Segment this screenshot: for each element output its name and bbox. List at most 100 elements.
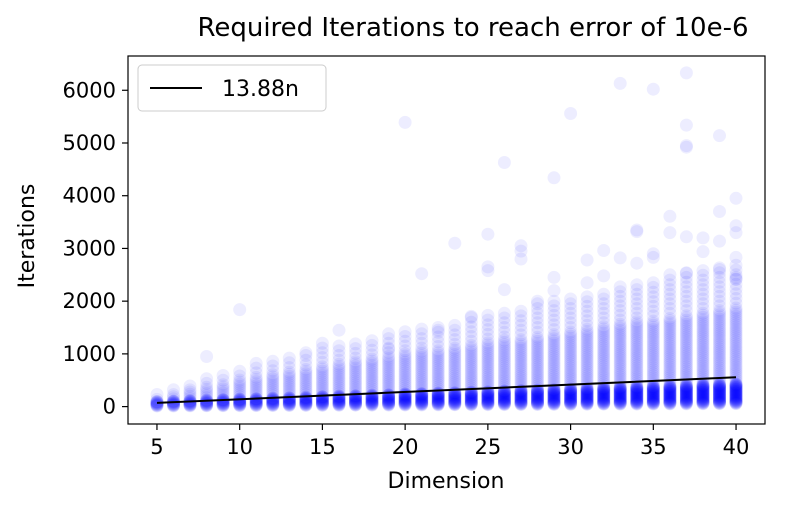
data-point bbox=[531, 330, 544, 344]
data-point bbox=[663, 391, 677, 405]
data-point bbox=[663, 335, 677, 349]
data-point bbox=[547, 393, 561, 407]
data-point bbox=[249, 396, 263, 410]
data-point bbox=[646, 390, 660, 404]
data-point bbox=[464, 389, 478, 402]
data-point bbox=[464, 394, 478, 408]
data-point bbox=[382, 398, 396, 412]
outlier-point bbox=[630, 223, 644, 237]
data-point bbox=[646, 393, 660, 407]
data-point bbox=[597, 387, 611, 401]
data-point bbox=[497, 387, 511, 401]
data-point bbox=[630, 297, 644, 311]
data-point bbox=[613, 388, 627, 402]
data-point bbox=[679, 351, 693, 365]
data-point bbox=[679, 347, 693, 361]
data-point bbox=[448, 390, 462, 404]
data-point bbox=[216, 398, 230, 412]
data-point bbox=[216, 382, 230, 396]
legend: 13.88n bbox=[137, 64, 327, 112]
data-point bbox=[448, 388, 462, 402]
data-point bbox=[729, 350, 743, 363]
data-point bbox=[613, 391, 627, 405]
data-point bbox=[200, 385, 214, 398]
data-point bbox=[696, 278, 710, 292]
data-point bbox=[547, 334, 561, 348]
data-point bbox=[531, 387, 544, 401]
data-point bbox=[464, 396, 478, 410]
data-point bbox=[448, 333, 462, 347]
outlier-point bbox=[729, 191, 743, 205]
data-point bbox=[547, 308, 561, 322]
data-point bbox=[464, 330, 478, 343]
data-point bbox=[365, 398, 379, 412]
data-point bbox=[531, 341, 544, 355]
data-point bbox=[531, 343, 544, 357]
data-point bbox=[713, 388, 726, 402]
data-point bbox=[646, 361, 660, 374]
outlier-point bbox=[613, 76, 627, 90]
data-point bbox=[464, 341, 478, 355]
data-point bbox=[630, 342, 644, 356]
data-point bbox=[713, 354, 726, 368]
data-point bbox=[646, 316, 660, 330]
data-point bbox=[365, 361, 379, 374]
data-point bbox=[415, 359, 429, 373]
data-point bbox=[431, 352, 445, 366]
data-point bbox=[696, 388, 710, 402]
data-point bbox=[564, 384, 578, 398]
data-point bbox=[713, 388, 726, 402]
data-point bbox=[547, 396, 561, 410]
data-point bbox=[431, 361, 445, 375]
data-point bbox=[597, 389, 611, 403]
data-point bbox=[713, 369, 726, 383]
data-point bbox=[448, 392, 462, 406]
data-point bbox=[398, 390, 412, 404]
data-point bbox=[547, 313, 561, 327]
data-point bbox=[597, 386, 611, 400]
data-point bbox=[398, 395, 412, 409]
data-point bbox=[679, 391, 693, 405]
data-point bbox=[646, 342, 660, 355]
data-point bbox=[315, 341, 329, 355]
data-point bbox=[679, 270, 693, 284]
data-point bbox=[398, 387, 412, 401]
data-point bbox=[365, 393, 379, 407]
data-point bbox=[729, 382, 743, 396]
data-point bbox=[580, 394, 594, 408]
data-point bbox=[663, 381, 677, 395]
data-point bbox=[497, 359, 511, 373]
data-point bbox=[646, 337, 660, 351]
data-point bbox=[315, 398, 329, 412]
data-point bbox=[167, 396, 180, 410]
data-point bbox=[729, 386, 743, 400]
data-point bbox=[233, 379, 247, 393]
data-point bbox=[679, 384, 693, 398]
data-point bbox=[679, 341, 693, 354]
data-point bbox=[630, 376, 644, 390]
data-point bbox=[481, 390, 495, 404]
data-point bbox=[630, 395, 644, 408]
data-point bbox=[613, 394, 627, 408]
outlier-point bbox=[630, 256, 644, 270]
data-point bbox=[183, 396, 197, 410]
data-point bbox=[382, 381, 396, 395]
data-point bbox=[597, 384, 611, 398]
data-point bbox=[564, 389, 578, 403]
data-point bbox=[679, 390, 693, 404]
data-point bbox=[448, 364, 462, 378]
data-point bbox=[713, 280, 726, 294]
outlier-point bbox=[729, 250, 743, 264]
data-point bbox=[349, 346, 362, 360]
data-point bbox=[497, 389, 511, 403]
data-point bbox=[299, 384, 313, 398]
data-point bbox=[713, 340, 726, 353]
data-point bbox=[315, 390, 329, 404]
data-point bbox=[679, 381, 693, 395]
data-point bbox=[266, 397, 280, 411]
data-point bbox=[696, 396, 710, 410]
data-point bbox=[580, 390, 594, 403]
data-point bbox=[564, 387, 578, 401]
data-point bbox=[349, 395, 362, 408]
data-point bbox=[646, 379, 660, 393]
